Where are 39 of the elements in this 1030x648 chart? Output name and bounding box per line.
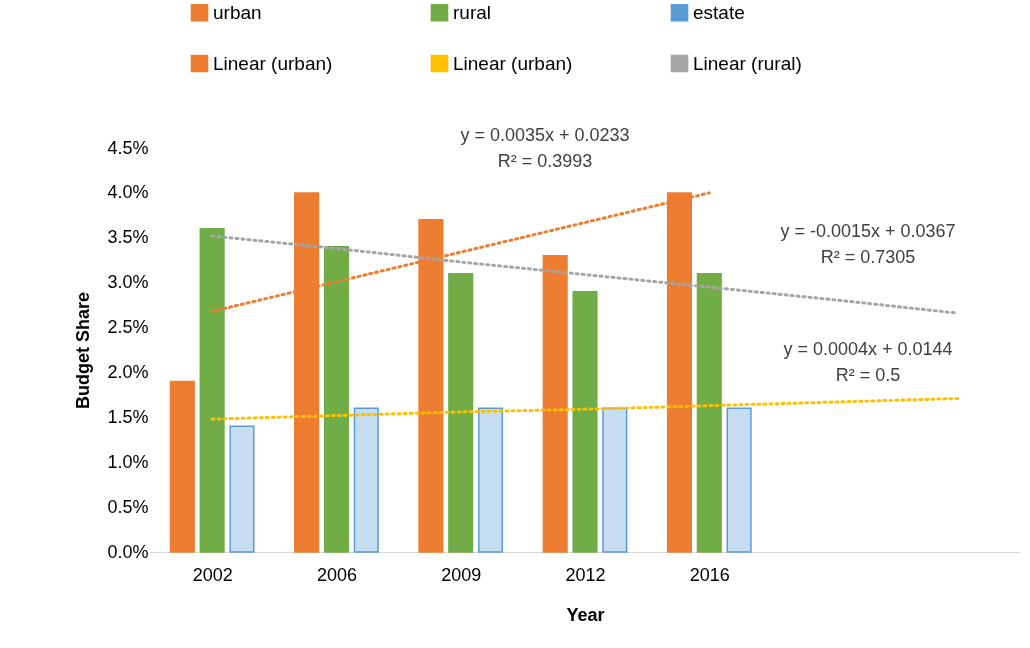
y-tick-label: 1.5% — [107, 406, 149, 427]
bar — [602, 407, 628, 553]
annotation: y = 0.0004x + 0.0144 R² = 0.5 — [783, 339, 953, 385]
y-tick-label: 2.0% — [107, 361, 149, 382]
annotation: y = 0.0035x + 0.0233 R² = 0.3993 — [460, 125, 630, 171]
bar — [477, 407, 504, 553]
bar — [169, 380, 195, 553]
y-tick-label: 3.5% — [107, 227, 149, 248]
legend-label: Linear (urban) — [453, 52, 573, 74]
x-axis-title: Year — [566, 604, 605, 625]
y-tick-label: 2.5% — [107, 317, 149, 338]
line-series — [210, 396, 960, 421]
legend-label: Linear (urban) — [213, 52, 333, 74]
bar — [448, 272, 474, 553]
legend-label: Linear (rural) — [693, 52, 802, 74]
x-tick-label: 2006 — [316, 564, 357, 585]
bar — [726, 407, 752, 553]
legend-label: urban — [213, 1, 262, 23]
y-tick-label: 1.0% — [107, 451, 149, 472]
bar — [199, 228, 225, 553]
annotation: y = -0.0015x + 0.0367 R² = 0.7305 — [780, 221, 956, 267]
x-tick-label: 2009 — [441, 564, 482, 585]
y-tick-label: 0.0% — [107, 541, 149, 562]
bar — [323, 246, 349, 553]
x-tick-label: 2002 — [192, 564, 233, 585]
y-axis-title: Budget Share — [73, 291, 94, 410]
y-tick-label: 4.0% — [107, 182, 149, 203]
bar — [353, 407, 379, 553]
bar — [229, 425, 255, 553]
y-tick-label: 4.5% — [107, 137, 149, 158]
bar — [542, 254, 568, 553]
legend-label: rural — [453, 1, 492, 23]
x-tick-label: 2012 — [565, 564, 606, 585]
x-tick-label: 2016 — [689, 564, 730, 585]
legend-label: estate — [693, 1, 745, 23]
y-tick-label: 3.0% — [107, 272, 149, 293]
y-tick-label: 0.5% — [107, 496, 149, 517]
bar — [572, 290, 598, 553]
bar — [696, 272, 722, 553]
